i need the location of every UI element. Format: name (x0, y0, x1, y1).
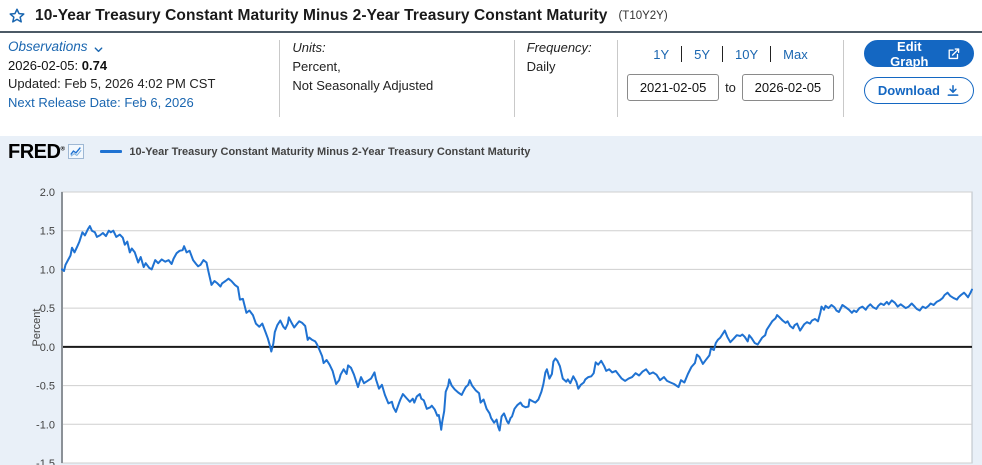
latest-observation: 2026-02-05: 0.74 (8, 57, 279, 76)
actions-block: Edit Graph Download (844, 38, 982, 119)
divider (513, 40, 515, 117)
latest-observation-date: 2026-02-05: (8, 57, 79, 73)
observations-block: Observations 2026-02-05: 0.74 Updated: F… (0, 38, 279, 119)
divider (722, 46, 724, 62)
date-range-to-label: to (725, 80, 736, 95)
units-block: Units: Percent, Not Seasonally Adjusted (280, 38, 513, 119)
page-title: 10-Year Treasury Constant Maturity Minus… (35, 7, 608, 24)
y-tick-label: 1.0 (40, 264, 55, 276)
date-range-block: 1Y 5Y 10Y Max to (618, 38, 843, 119)
series-line (61, 225, 973, 432)
edit-graph-button[interactable]: Edit Graph (863, 38, 974, 69)
frequency-label: Frequency: (526, 40, 592, 55)
divider (842, 40, 844, 117)
date-to-input[interactable] (741, 74, 834, 101)
range-1y-link[interactable]: 1Y (653, 46, 670, 62)
download-label: Download (877, 83, 940, 98)
y-tick-label: -1.0 (36, 419, 55, 431)
fred-logo-chart-icon (68, 144, 85, 159)
fred-logo: FRED® (8, 140, 65, 163)
chart-header: FRED® 10-Year Treasury Constant Maturity… (0, 136, 982, 162)
divider (617, 40, 619, 117)
range-max-link[interactable]: Max (783, 46, 808, 62)
range-shortcut-links: 1Y 5Y 10Y Max (641, 46, 820, 62)
frequency-value: Daily (526, 59, 556, 74)
plot-svg[interactable]: 2.01.51.00.50.0-0.5-1.0-1.52021-072022-0… (0, 162, 982, 465)
date-range-inputs: to (627, 74, 834, 101)
updated-timestamp: Updated: Feb 5, 2026 4:02 PM CST (8, 76, 216, 91)
range-5y-link[interactable]: 5Y (694, 46, 711, 62)
y-tick-label: 2.0 (40, 187, 55, 199)
frequency-block: Frequency: Daily (515, 38, 617, 119)
latest-observation-value: 0.74 (81, 57, 108, 73)
y-tick-label: 1.5 (40, 226, 55, 238)
series-legend: 10-Year Treasury Constant Maturity Minus… (100, 146, 530, 158)
units-label: Units: (292, 40, 326, 55)
units-value-line1: Percent, (292, 59, 341, 74)
y-axis-label: Percent (31, 309, 43, 347)
edit-icon (948, 47, 960, 59)
divider (681, 46, 683, 62)
observations-dropdown[interactable]: Observations (8, 38, 104, 57)
date-from-input[interactable] (627, 74, 720, 101)
next-release-link[interactable]: Next Release Date: Feb 6, 2026 (8, 94, 194, 110)
units-value-line2: Not Seasonally Adjusted (292, 78, 434, 93)
plot-background (61, 191, 973, 464)
meta-row: Observations 2026-02-05: 0.74 Updated: F… (0, 33, 982, 125)
download-button[interactable]: Download (863, 77, 974, 104)
legend-line-swatch (100, 150, 123, 153)
download-icon (947, 84, 959, 96)
observations-label: Observations (8, 39, 88, 54)
divider (770, 46, 772, 62)
range-10y-link[interactable]: 10Y (735, 46, 759, 62)
y-tick-label: 0.0 (40, 342, 55, 354)
chevron-down-icon (93, 42, 104, 53)
chart-panel: FRED® 10-Year Treasury Constant Maturity… (0, 136, 982, 465)
legend-label: 10-Year Treasury Constant Maturity Minus… (129, 145, 531, 158)
y-tick-label: 0.5 (40, 303, 55, 315)
divider (279, 40, 281, 117)
y-tick-label: -0.5 (36, 381, 55, 393)
title-row: 10-Year Treasury Constant Maturity Minus… (0, 0, 982, 33)
edit-graph-label: Edit Graph (890, 38, 929, 69)
favorite-star-icon[interactable] (8, 7, 26, 25)
series-id: (T10Y2Y) (618, 10, 668, 22)
y-tick-label: -1.5 (36, 458, 55, 465)
